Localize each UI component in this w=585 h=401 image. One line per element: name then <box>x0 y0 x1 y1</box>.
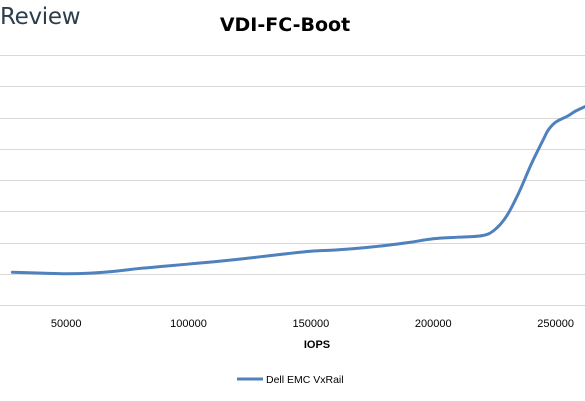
x-tick-label: 250000 <box>537 318 574 330</box>
series-layer <box>10 105 585 276</box>
x-axis-ticks: 50000 100000 150000 200000 250000 <box>51 318 574 330</box>
x-tick-label: 150000 <box>293 318 330 330</box>
chart-title: VDI-FC-Boot <box>219 14 351 36</box>
x-tick-label: 50000 <box>51 318 82 330</box>
x-tick-label: 200000 <box>415 318 452 330</box>
legend-label: Dell EMC VxRail <box>266 374 344 386</box>
legend: Dell EMC VxRail <box>237 374 344 386</box>
series-line-0 <box>10 105 585 276</box>
x-axis-label: IOPS <box>304 339 330 351</box>
gridlines <box>0 55 585 306</box>
x-tick-label: 100000 <box>170 318 207 330</box>
watermark-logo: Review <box>0 4 81 30</box>
